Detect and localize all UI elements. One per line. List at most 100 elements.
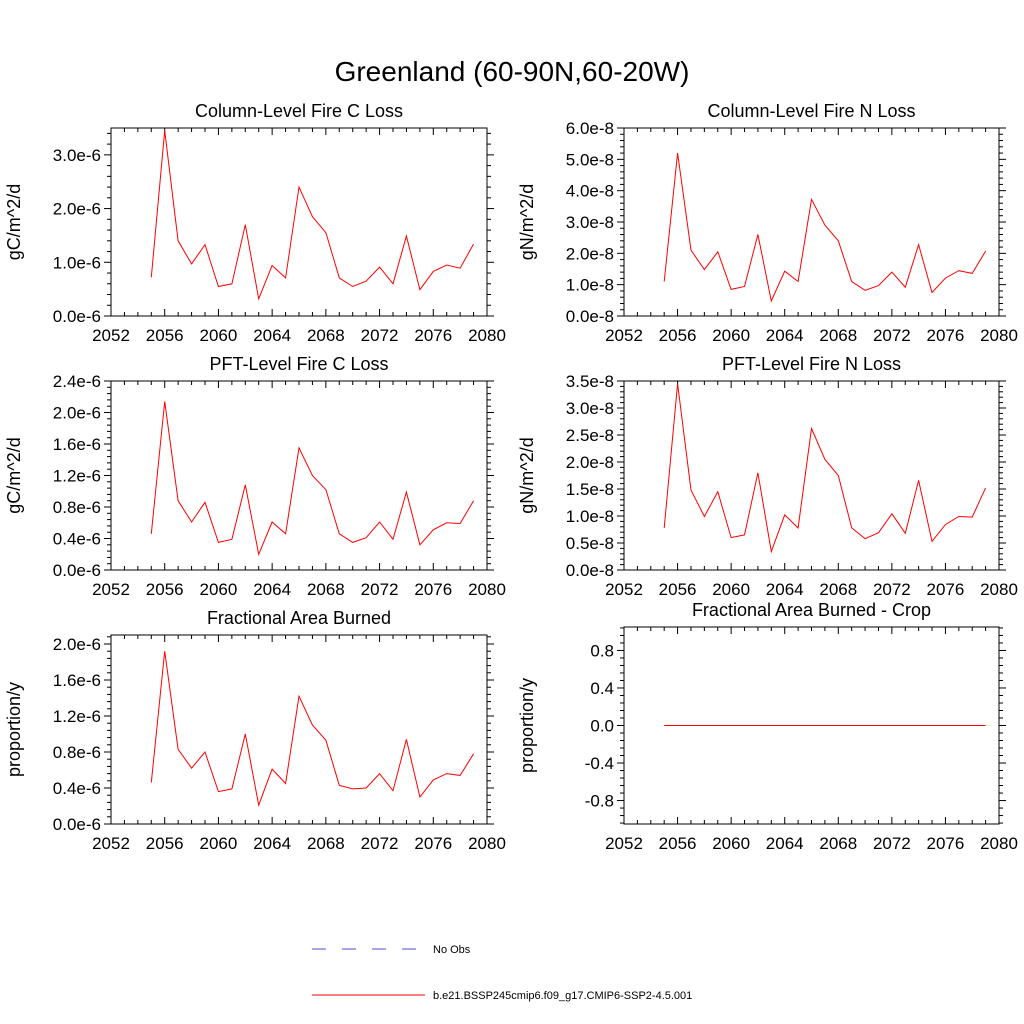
panel-title: Column-Level Fire N Loss [707, 101, 915, 121]
y-tick-label: 3.0e-8 [566, 399, 614, 418]
x-tick-label: 2068 [307, 326, 345, 345]
y-tick-label: 1.2e-6 [53, 467, 101, 486]
series-line [150, 130, 475, 301]
panels: Column-Level Fire C Loss gC/m^2/d 2052 2056… [4, 101, 1018, 853]
y-tick-label: 0.0e-8 [566, 561, 614, 580]
y-tick-label: 4.0e-8 [566, 182, 614, 201]
y-tick-label: 0.0 [590, 717, 614, 736]
y-tick-label: 1.0e-8 [566, 276, 614, 295]
x-tick-label: 2052 [605, 580, 643, 599]
x-tick-label: 2056 [146, 834, 184, 853]
x-tick-label: 2076 [414, 834, 452, 853]
x-tick-label: 2076 [414, 326, 452, 345]
x-tick-label: 2072 [361, 834, 399, 853]
y-tick-label: 6.0e-8 [566, 119, 614, 138]
y-tick-label: 0.0e-6 [53, 307, 101, 326]
chart-panel-4: PFT-Level Fire N Loss gN/m^2/d 2052 2056 206… [517, 354, 1018, 599]
y-tick-label: 3.0e-6 [53, 146, 101, 165]
y-tick-label: 0.4 [590, 679, 614, 698]
y-tick-label: 1.0e-6 [53, 253, 101, 272]
x-tick-label: 2060 [200, 580, 238, 599]
x-tick-label: 2056 [659, 580, 697, 599]
panel-title: Fractional Area Burned - Crop [692, 600, 931, 620]
x-tick-label: 2080 [980, 580, 1018, 599]
x-tick-label: 2080 [468, 326, 506, 345]
x-tick-label: 2052 [92, 580, 130, 599]
series-line [150, 401, 475, 557]
x-tick-label: 2064 [766, 834, 804, 853]
y-axis-label: proportion/y [4, 682, 24, 777]
y-axis-label: gN/m^2/d [517, 184, 537, 260]
y-tick-label: 0.8 [590, 641, 614, 660]
y-tick-label: 1.2e-6 [53, 707, 101, 726]
x-tick-label: 2060 [712, 326, 750, 345]
y-axis-label: gC/m^2/d [4, 437, 24, 513]
x-tick-label: 2052 [605, 834, 643, 853]
chart-panel-1: Column-Level Fire C Loss gC/m^2/d 2052 2056… [4, 101, 506, 345]
y-axis-label: gC/m^2/d [4, 184, 24, 260]
plot-frame [623, 127, 1000, 317]
y-tick-label: 2.4e-6 [53, 372, 101, 391]
y-tick-label: 1.6e-6 [53, 671, 101, 690]
plot-frame [110, 380, 488, 571]
y-tick-label: 1.6e-6 [53, 435, 101, 454]
x-tick-label: 2076 [927, 834, 965, 853]
x-tick-label: 2064 [766, 580, 804, 599]
x-tick-label: 2056 [659, 834, 697, 853]
x-tick-label: 2080 [980, 834, 1018, 853]
x-tick-label: 2056 [146, 326, 184, 345]
legend: No Obs b.e21.BSSP245cmip6.f09_g17.CMIP6-… [312, 944, 692, 1002]
series-line [663, 383, 987, 554]
y-tick-label: 2.0e-8 [566, 453, 614, 472]
y-tick-label: 5.0e-8 [566, 150, 614, 169]
legend-label-model: b.e21.BSSP245cmip6.f09_g17.CMIP6-SSP2-4.… [433, 990, 692, 1002]
figure-title: Greenland (60-90N,60-20W) [335, 56, 690, 87]
y-tick-label: 2.5e-8 [566, 426, 614, 445]
x-tick-label: 2072 [361, 326, 399, 345]
chart-panel-6: Fractional Area Burned - Crop proportion/… [517, 600, 1018, 853]
y-tick-label: 0.0e-8 [566, 307, 614, 326]
x-tick-label: 2076 [414, 580, 452, 599]
x-tick-label: 2068 [307, 580, 345, 599]
panel-title: PFT-Level Fire C Loss [209, 354, 388, 374]
panel-title: Column-Level Fire C Loss [195, 101, 403, 121]
x-tick-label: 2056 [659, 326, 697, 345]
y-tick-label: 3.0e-8 [566, 213, 614, 232]
x-tick-label: 2068 [307, 834, 345, 853]
plot-frame [110, 634, 488, 825]
y-tick-label: 2.0e-6 [53, 635, 101, 654]
y-tick-label: 2.0e-8 [566, 244, 614, 263]
y-axis-label: gN/m^2/d [517, 437, 537, 513]
x-tick-label: 2072 [873, 326, 911, 345]
y-tick-label: 0.5e-8 [566, 534, 614, 553]
x-tick-label: 2072 [361, 580, 399, 599]
y-tick-label: 2.0e-6 [53, 404, 101, 423]
y-tick-label: 0.8e-6 [53, 498, 101, 517]
y-tick-label: 1.0e-8 [566, 507, 614, 526]
y-tick-label: 0.4e-6 [53, 530, 101, 549]
x-tick-label: 2076 [927, 326, 965, 345]
series-line [150, 651, 475, 807]
x-tick-label: 2080 [468, 834, 506, 853]
panel-title: Fractional Area Burned [207, 608, 391, 628]
x-tick-label: 2064 [253, 580, 291, 599]
x-tick-label: 2072 [873, 580, 911, 599]
x-tick-label: 2052 [92, 326, 130, 345]
x-tick-label: 2076 [927, 580, 965, 599]
x-tick-label: 2068 [819, 326, 857, 345]
x-tick-label: 2060 [200, 834, 238, 853]
chart-panel-3: PFT-Level Fire C Loss gC/m^2/d 2052 2056 206… [4, 354, 506, 599]
y-tick-label: 3.5e-8 [566, 372, 614, 391]
x-tick-label: 2056 [146, 580, 184, 599]
chart-panel-5: Fractional Area Burned proportion/y 2052 20… [4, 608, 506, 853]
y-tick-label: -0.8 [585, 792, 614, 811]
x-tick-label: 2080 [468, 580, 506, 599]
panel-title: PFT-Level Fire N Loss [722, 354, 901, 374]
x-tick-label: 2064 [253, 834, 291, 853]
y-axis-label: proportion/y [517, 678, 537, 773]
x-tick-label: 2068 [819, 580, 857, 599]
x-tick-label: 2060 [712, 834, 750, 853]
chart-panel-2: Column-Level Fire N Loss gN/m^2/d 2052 2056… [517, 101, 1018, 345]
x-tick-label: 2064 [766, 326, 804, 345]
